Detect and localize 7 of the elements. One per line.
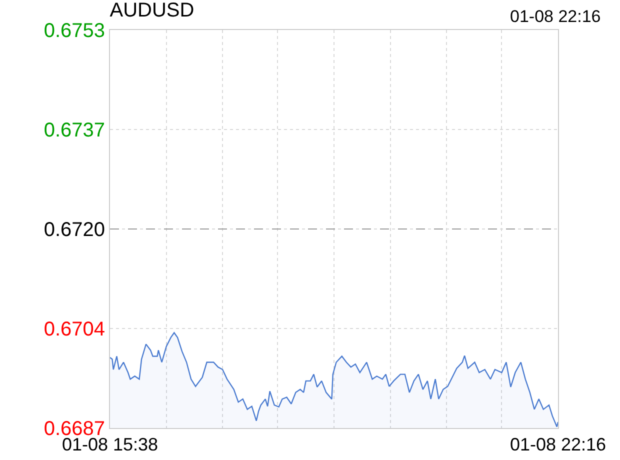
chart-subtitle: 01-08 22:16: [510, 7, 601, 26]
y-tick-label: 0.6704: [44, 318, 105, 340]
chart-title: AUDUSD: [110, 0, 194, 22]
x-tick-label: 01-08 15:38: [62, 434, 158, 455]
y-tick-label: 0.6720: [44, 219, 105, 241]
y-tick-label: 0.6737: [44, 120, 105, 142]
y-tick-label: 0.6753: [44, 20, 105, 42]
